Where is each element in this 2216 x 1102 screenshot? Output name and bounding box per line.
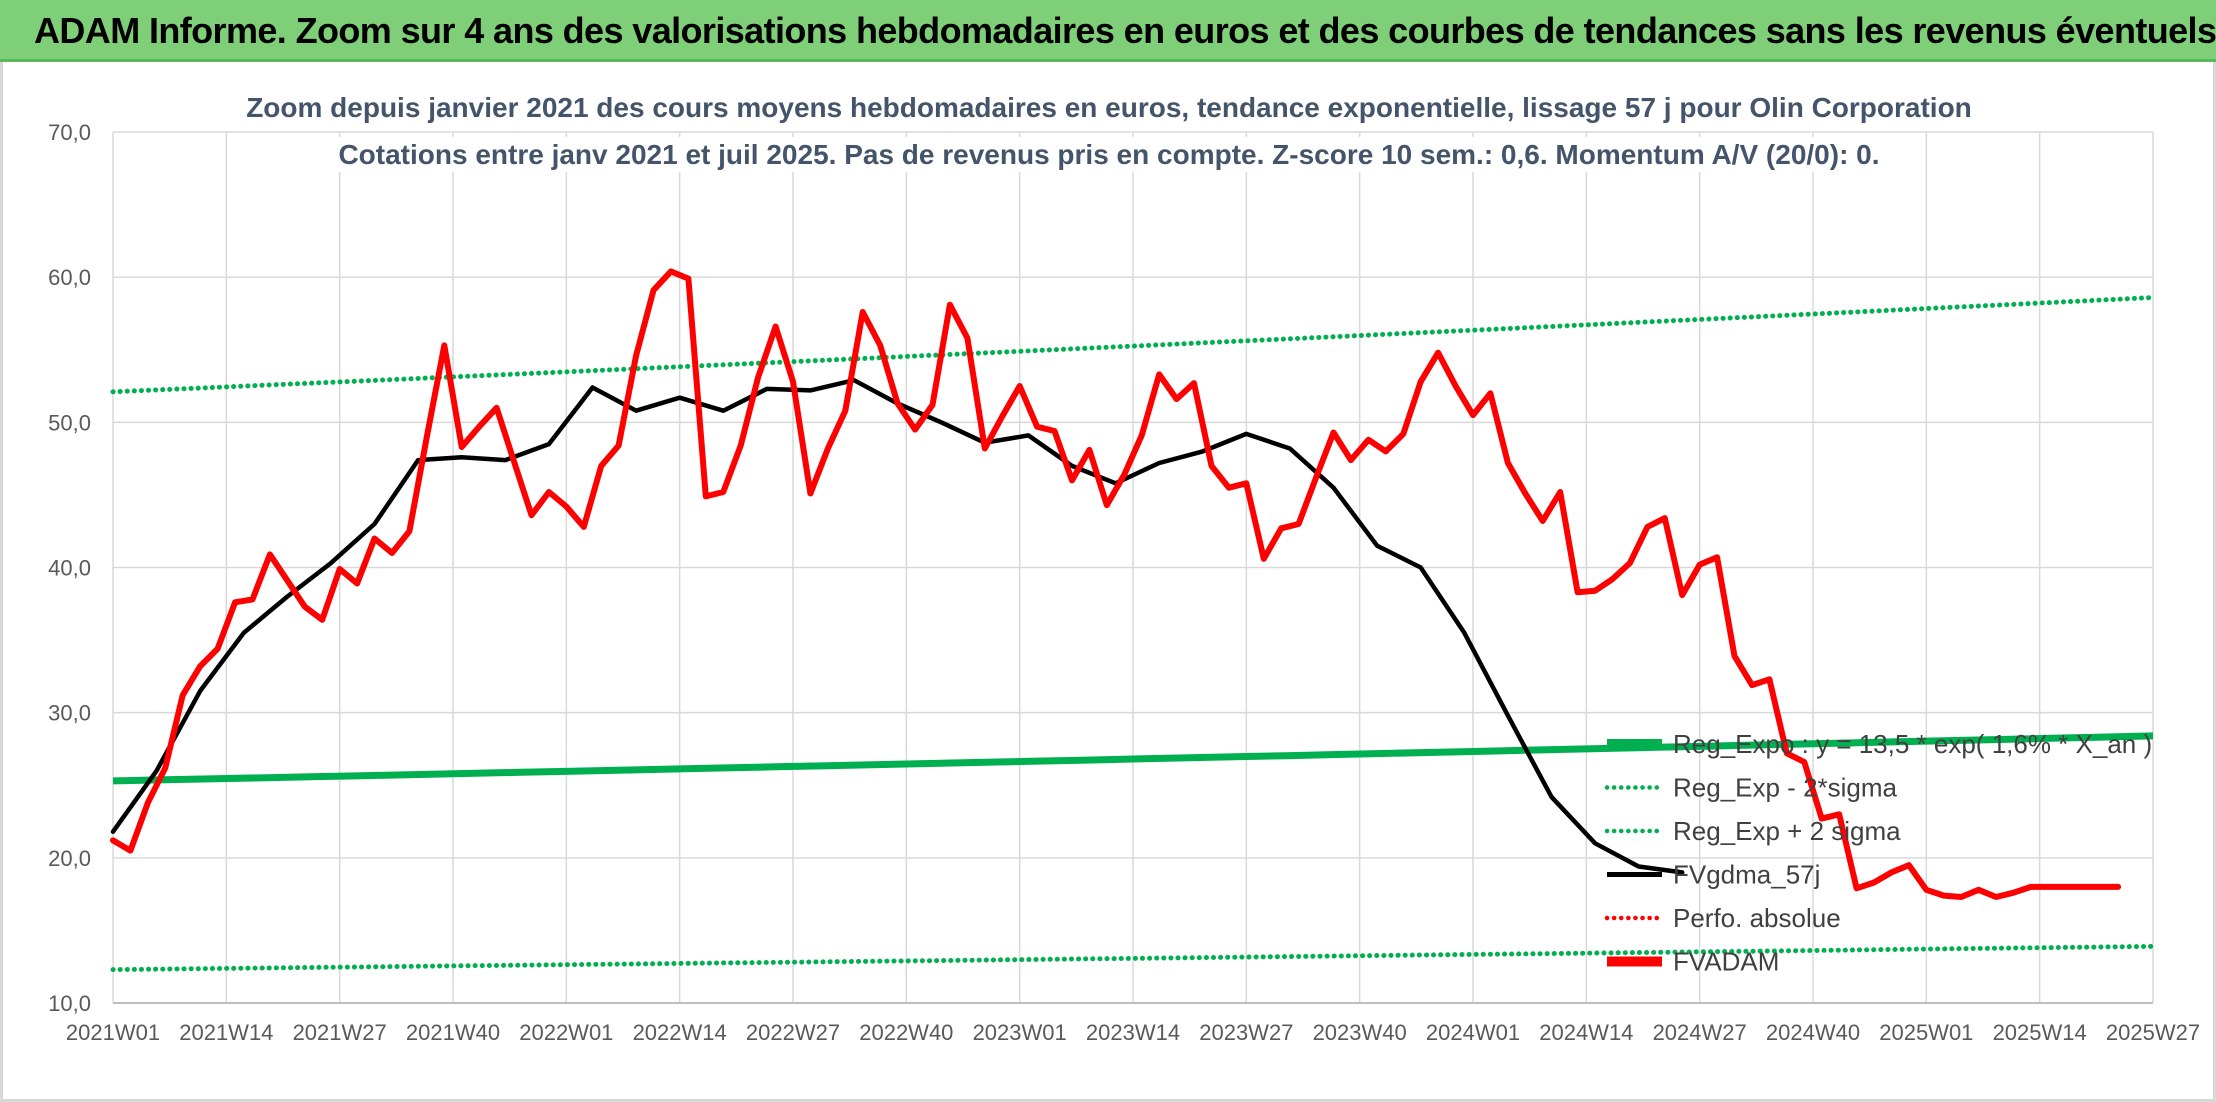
axes: 10,0 20,0 30,0 40,0 50,0 60,0 70,0 2021W01 2021W… xyxy=(48,120,2200,1045)
x-tick-label: 2025W01 xyxy=(1879,1020,1973,1045)
y-tick-label: 60,0 xyxy=(48,265,91,290)
x-tick-label: 2023W40 xyxy=(1313,1020,1407,1045)
y-tick-label: 50,0 xyxy=(48,410,91,435)
legend-label: FVgdma_57j xyxy=(1673,860,1820,890)
legend-label: Perfo. absolue xyxy=(1673,903,1841,933)
legend-label: Reg_Expo : y = 13,5 * exp( 1,6% * X_an ) xyxy=(1673,729,2152,759)
title-background xyxy=(330,137,1888,172)
upper-band-line xyxy=(110,295,2156,395)
legend-label: Reg_Exp - 2*sigma xyxy=(1673,773,1898,803)
y-tick-label: 70,0 xyxy=(48,120,91,145)
chart-subtitle: Cotations entre janv 2021 et juil 2025. … xyxy=(338,139,1879,170)
legend-label: Reg_Exp + 2 sigma xyxy=(1673,816,1901,846)
fvadam-line xyxy=(110,268,2122,900)
x-tick-label: 2025W14 xyxy=(1993,1020,2087,1045)
y-tick-label: 10,0 xyxy=(48,991,91,1016)
legend-label: FVADAM xyxy=(1673,947,1779,977)
banner: ADAM Informe. Zoom sur 4 ans des valoris… xyxy=(0,0,2216,62)
legend-item: FVgdma_57j xyxy=(1607,860,1820,890)
x-tick-label: 2024W40 xyxy=(1766,1020,1860,1045)
x-tick-label: 2021W14 xyxy=(179,1020,273,1045)
grid xyxy=(112,131,2154,1004)
legend-item: Reg_Exp - 2*sigma xyxy=(1604,773,1898,803)
chart-title: Zoom depuis janvier 2021 des cours moyen… xyxy=(246,92,1972,123)
x-tick-label: 2024W01 xyxy=(1426,1020,1520,1045)
y-tick-label: 30,0 xyxy=(48,701,91,726)
x-tick-label: 2023W27 xyxy=(1199,1020,1293,1045)
series xyxy=(110,268,2156,973)
x-tick-label: 2023W14 xyxy=(1086,1020,1180,1045)
legend-item: Reg_Expo : y = 13,5 * exp( 1,6% * X_an ) xyxy=(1607,729,2152,759)
fvgdma-line xyxy=(110,377,1685,875)
legend-item: FVADAM xyxy=(1607,947,1779,977)
x-tick-label: 2024W14 xyxy=(1539,1020,1633,1045)
x-tick-label: 2025W27 xyxy=(2106,1020,2200,1045)
x-tick-label: 2024W27 xyxy=(1653,1020,1747,1045)
legend: Reg_Expo : y = 13,5 * exp( 1,6% * X_an )… xyxy=(1604,729,2152,977)
title-background xyxy=(238,90,1980,125)
chart-title-block: Zoom depuis janvier 2021 des cours moyen… xyxy=(238,90,1980,172)
x-tick-label: 2022W40 xyxy=(859,1020,953,1045)
reg-expo-line xyxy=(112,732,2154,785)
x-tick-label: 2023W01 xyxy=(973,1020,1067,1045)
legend-item: Reg_Exp + 2 sigma xyxy=(1604,816,1901,846)
x-tick-label: 2021W27 xyxy=(293,1020,387,1045)
x-tick-label: 2021W40 xyxy=(406,1020,500,1045)
x-tick-label: 2022W14 xyxy=(633,1020,727,1045)
y-tick-label: 40,0 xyxy=(48,556,91,581)
y-tick-label: 20,0 xyxy=(48,846,91,871)
x-tick-label: 2022W27 xyxy=(746,1020,840,1045)
banner-title: ADAM Informe. Zoom sur 4 ans des valoris… xyxy=(34,10,2216,51)
x-tick-label: 2022W01 xyxy=(519,1020,613,1045)
lower-band-line xyxy=(110,943,2156,973)
x-tick-label: 2021W01 xyxy=(66,1020,160,1045)
legend-item: Perfo. absolue xyxy=(1604,903,1841,933)
